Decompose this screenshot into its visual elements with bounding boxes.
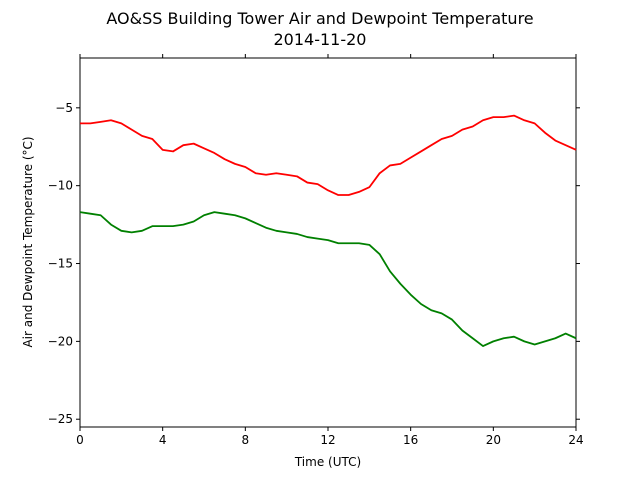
x-tick-label: 0 [76, 433, 84, 447]
x-tick-label: 12 [320, 433, 335, 447]
x-tick-label: 24 [568, 433, 583, 447]
x-tick-label: 4 [159, 433, 167, 447]
x-axis: 0 4 8 12 16 20 24 [76, 54, 584, 447]
y-tick-label: −20 [48, 334, 73, 348]
y-tick-label: −10 [48, 179, 73, 193]
y-axis: −25 −20 −15 −10 −5 [48, 101, 580, 426]
x-tick-label: 20 [486, 433, 501, 447]
series-line-dewpoint-temperature [79, 211, 577, 347]
x-axis-label: Time (UTC) [294, 455, 361, 469]
y-tick-label: −25 [48, 412, 73, 426]
x-tick-label: 8 [242, 433, 250, 447]
chart-subtitle: 2014-11-20 [274, 30, 367, 49]
y-tick-label: −5 [55, 101, 73, 115]
y-tick-label: −15 [48, 257, 73, 271]
series-line-air-temperature [80, 114, 577, 196]
series-layer [79, 114, 577, 347]
y-axis-label: Air and Dewpoint Temperature (°C) [21, 136, 35, 347]
chart-title: AO&SS Building Tower Air and Dewpoint Te… [106, 9, 533, 28]
x-tick-label: 16 [403, 433, 418, 447]
plot-area-frame [79, 57, 577, 428]
